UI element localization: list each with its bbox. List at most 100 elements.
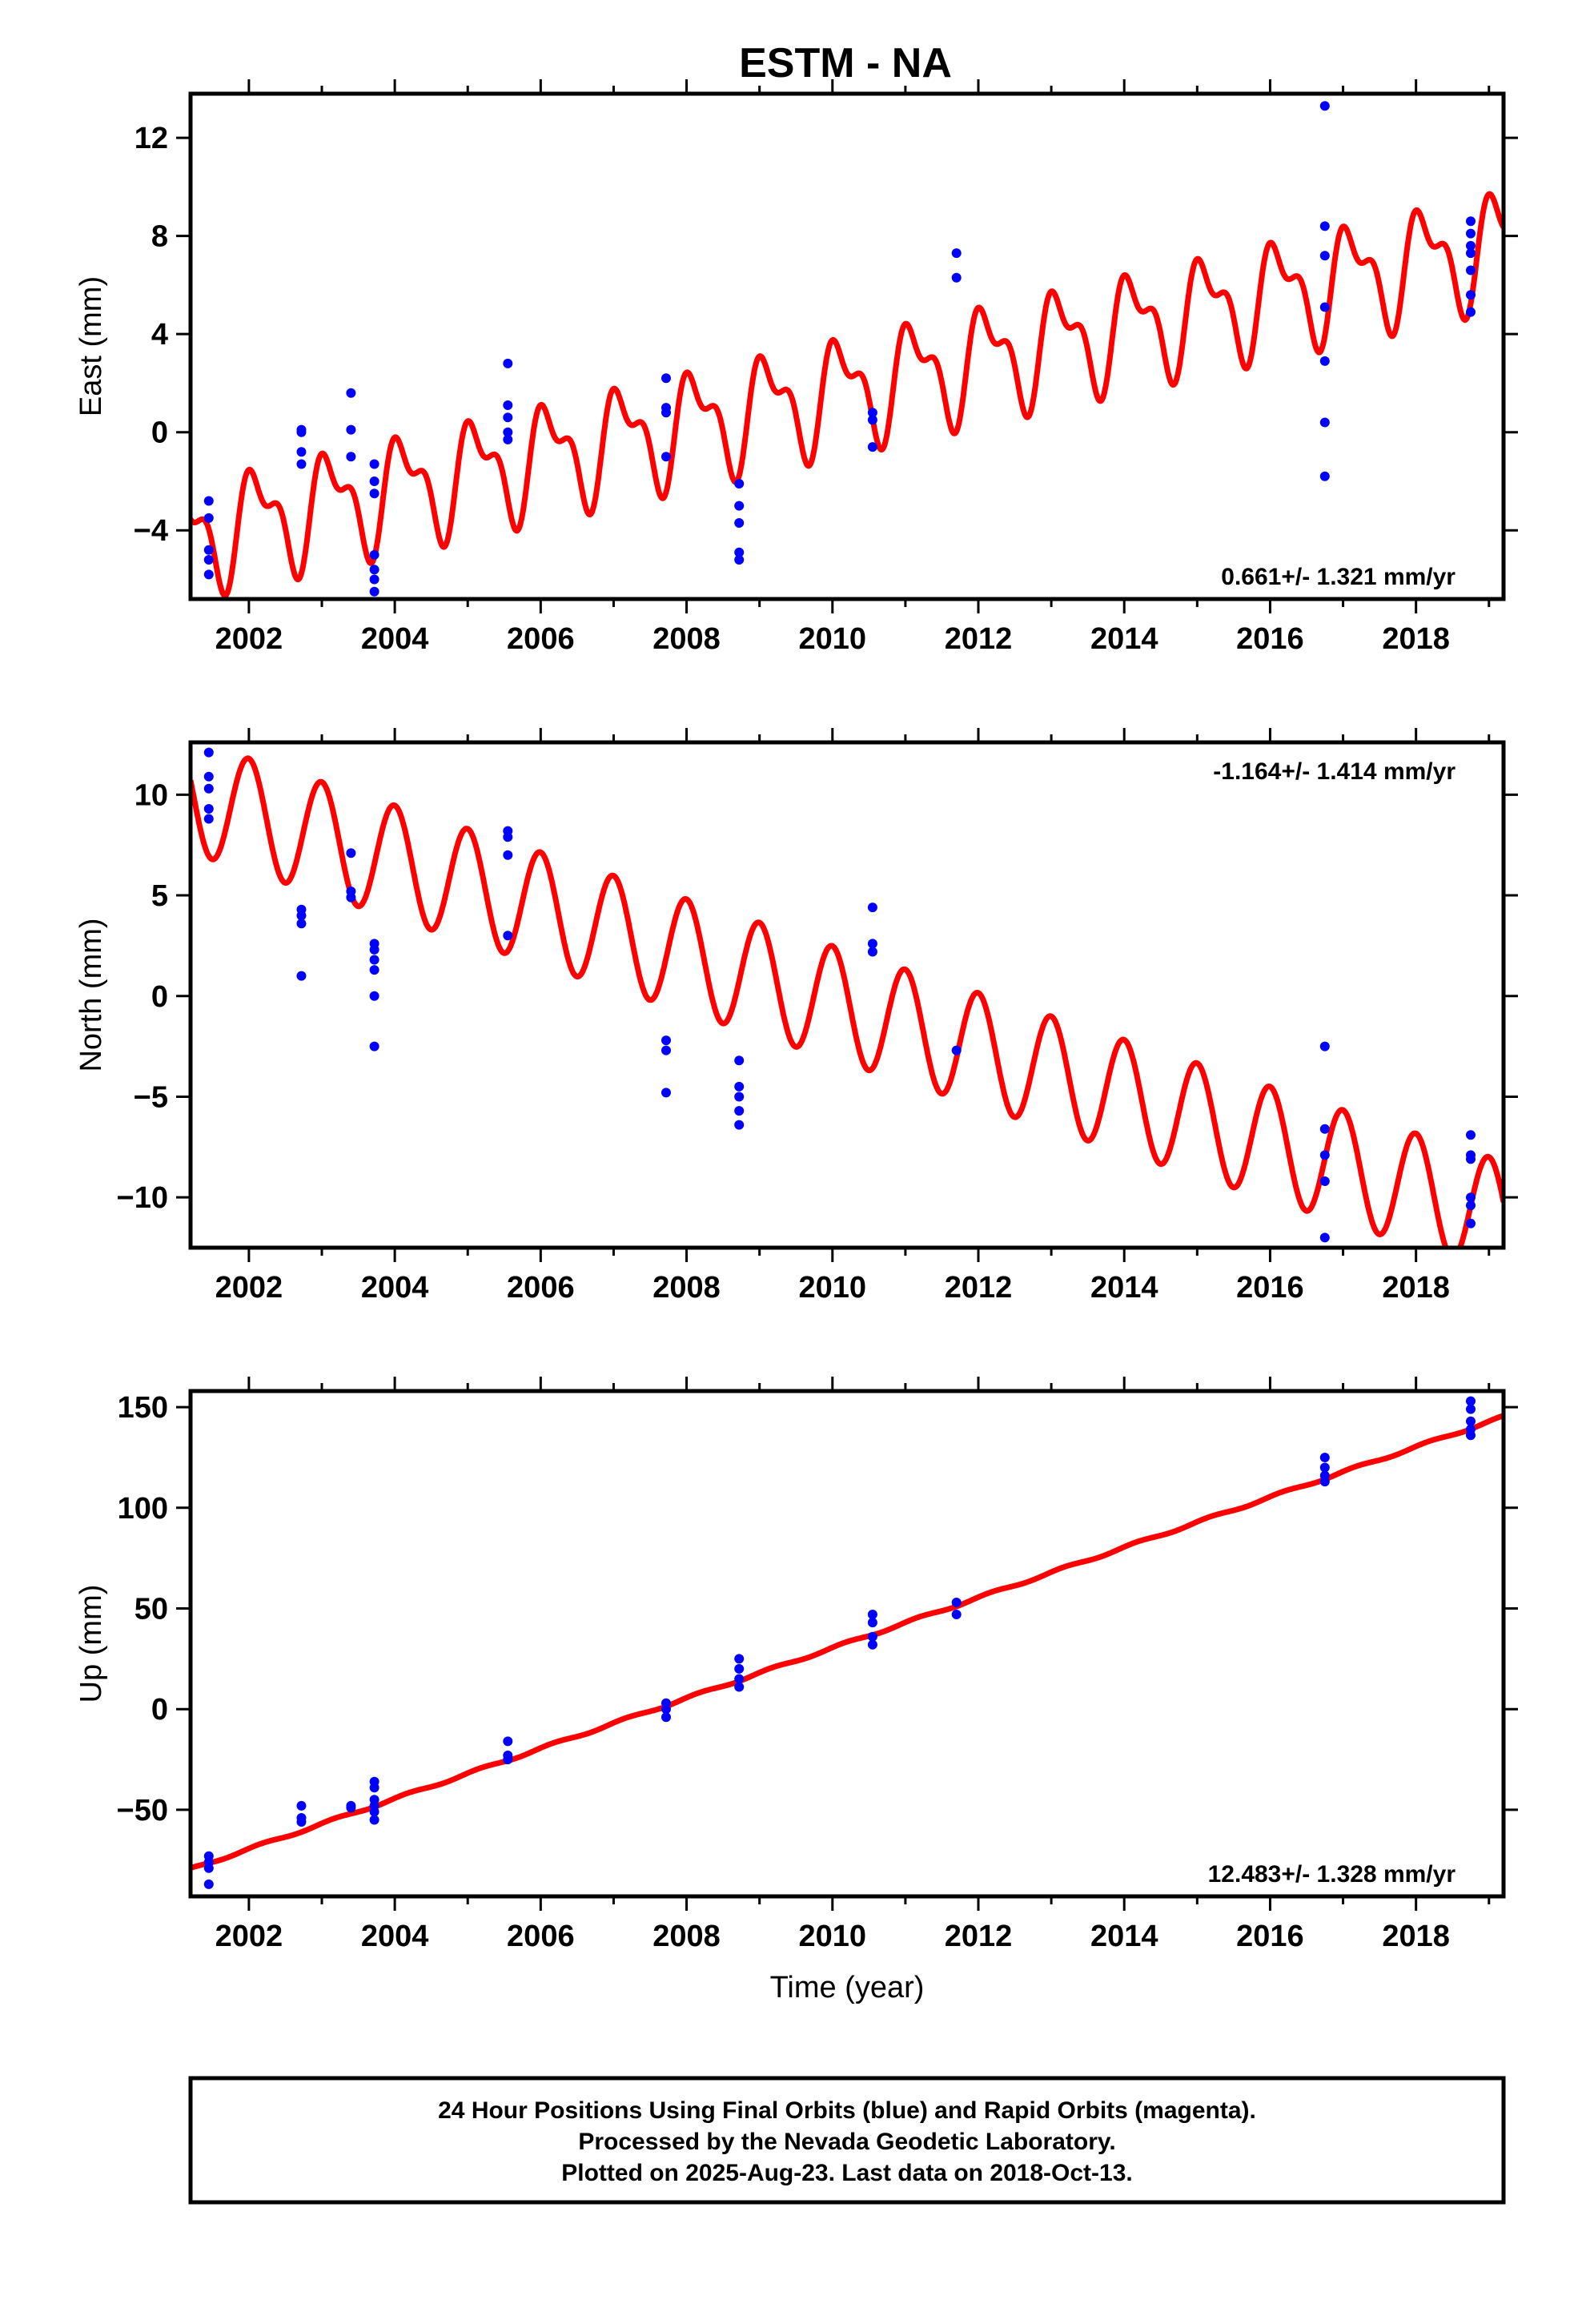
north-data-point <box>296 911 307 921</box>
east-data-point <box>1466 240 1476 251</box>
up-data-point <box>867 1610 877 1619</box>
east-y-tick-label: 0 <box>151 416 168 450</box>
north-data-point <box>503 832 513 842</box>
east-data-point <box>867 415 877 425</box>
up-panel: 2002 2004 2006 2008 2010 2012 2014 2016 2018 −50 0… <box>74 1377 1518 2004</box>
north-data-point <box>369 991 379 1001</box>
east-data-point <box>1319 417 1330 428</box>
north-data-point <box>1319 1150 1330 1160</box>
north-x-tick-label: 2008 <box>652 1271 721 1305</box>
east-y-tick-label: 8 <box>151 220 168 254</box>
east-data-point <box>346 452 356 462</box>
north-data-point <box>1466 1192 1476 1203</box>
east-data-point <box>503 358 513 368</box>
north-x-tick-label: 2010 <box>799 1271 867 1305</box>
up-data-point <box>734 1674 745 1684</box>
east-data-point <box>503 400 513 410</box>
east-data-point <box>1319 356 1330 366</box>
north-model-line <box>191 755 1504 1248</box>
east-data-point <box>203 545 214 555</box>
east-x-tick-label: 2016 <box>1236 622 1304 656</box>
up-data-point <box>661 1704 671 1715</box>
footer-line-3: Plotted on 2025-Aug-23. Last data on 201… <box>561 2160 1133 2186</box>
east-data-point <box>867 442 877 452</box>
east-data-point <box>369 586 379 597</box>
east-data-point <box>1466 307 1476 317</box>
east-data-point <box>734 479 745 489</box>
up-data-point <box>369 1783 379 1793</box>
east-x-tick-label: 2012 <box>945 622 1013 656</box>
east-data-point <box>1466 228 1476 239</box>
up-data-point <box>734 1682 745 1692</box>
east-data-point <box>661 408 671 418</box>
north-data-point <box>734 1106 745 1116</box>
east-data-point <box>661 373 671 384</box>
up-model-line <box>191 1413 1504 1871</box>
east-x-tick-label: 2002 <box>215 622 283 656</box>
east-rate-annotation: 0.661+/- 1.321 mm/yr <box>1221 564 1456 590</box>
east-data-point <box>296 427 307 437</box>
east-data-point <box>734 518 745 528</box>
up-data-point <box>296 1817 307 1827</box>
east-data-point <box>369 549 379 560</box>
north-data-point <box>867 947 877 957</box>
north-y-tick-label: 0 <box>151 980 168 1014</box>
up-plot-frame <box>188 1389 1506 1899</box>
east-y-tick-label: 4 <box>151 318 168 352</box>
east-data-point <box>369 574 379 585</box>
up-data-point <box>296 1800 307 1811</box>
north-x-tick-label: 2004 <box>361 1271 429 1305</box>
north-data-point <box>1319 1232 1330 1243</box>
north-data-point <box>734 1081 745 1092</box>
north-data-point <box>661 1045 671 1055</box>
north-data-point <box>1466 1218 1476 1228</box>
up-data-point <box>346 1803 356 1813</box>
north-data-point <box>296 919 307 929</box>
north-x-tick-label: 2002 <box>215 1271 283 1305</box>
north-data-point <box>296 971 307 981</box>
up-x-tick-label: 2016 <box>1236 1920 1304 1953</box>
north-data-point <box>661 1088 671 1098</box>
east-data-point <box>1319 302 1330 312</box>
north-data-point <box>1466 1154 1476 1164</box>
north-data-point <box>734 1092 745 1102</box>
east-data-point <box>1319 221 1330 231</box>
north-data-point <box>1319 1041 1330 1051</box>
east-data-point <box>503 412 513 423</box>
north-rate-annotation: -1.164+/- 1.414 mm/yr <box>1213 758 1456 785</box>
north-data-point <box>369 955 379 965</box>
footer-box: 24 Hour Positions Using Final Orbits (bl… <box>188 2076 1506 2205</box>
east-data-point <box>296 447 307 457</box>
east-model-line <box>191 191 1504 599</box>
up-data-point <box>1466 1430 1476 1441</box>
north-data-point <box>203 747 214 758</box>
north-data-point <box>203 814 214 824</box>
north-data-point <box>369 1041 379 1051</box>
up-data-point <box>203 1863 214 1873</box>
north-y-tick-label: 5 <box>151 879 168 913</box>
east-data-point <box>369 476 379 486</box>
east-data-point <box>296 459 307 469</box>
east-data-point <box>503 427 513 437</box>
east-data-point <box>346 424 356 435</box>
up-y-axis-label: Up (mm) <box>74 1585 108 1703</box>
east-x-tick-label: 2014 <box>1090 622 1158 656</box>
east-y-axis-label: East (mm) <box>74 276 108 416</box>
north-data-point <box>951 1045 962 1055</box>
up-data-point <box>1319 1477 1330 1487</box>
north-data-point <box>346 892 356 903</box>
north-data-point <box>503 931 513 941</box>
north-data-point <box>1466 1130 1476 1140</box>
east-data-point <box>203 569 214 580</box>
east-data-point <box>1466 216 1476 227</box>
east-x-tick-label: 2004 <box>361 622 429 656</box>
north-x-tick-label: 2014 <box>1090 1271 1158 1305</box>
east-data-point <box>1319 471 1330 481</box>
north-x-tick-label: 2006 <box>507 1271 575 1305</box>
north-data-point <box>203 804 214 814</box>
east-data-point <box>1319 251 1330 261</box>
north-data-point <box>369 965 379 975</box>
footer-frame <box>188 2076 1506 2205</box>
north-data-point <box>661 1035 671 1046</box>
